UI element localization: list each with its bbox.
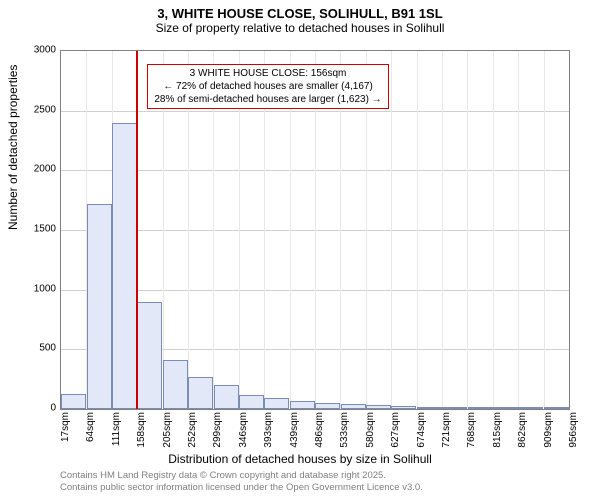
y-tick-label: 2000: [16, 164, 56, 175]
gridline-v: [442, 51, 443, 409]
y-tick-label: 3000: [16, 45, 56, 56]
marker-line: [136, 51, 138, 409]
x-tick-label: 299sqm: [212, 412, 223, 452]
x-tick-label: 768sqm: [466, 412, 477, 452]
gridline-v: [417, 51, 418, 409]
footer-attribution: Contains HM Land Registry data © Crown c…: [60, 470, 423, 494]
histogram-bar: [239, 395, 264, 409]
x-tick-label: 627sqm: [390, 412, 401, 452]
page-subtitle: Size of property relative to detached ho…: [0, 21, 600, 35]
histogram-bar: [442, 407, 467, 409]
histogram-bar: [137, 302, 162, 409]
y-tick-label: 1500: [16, 224, 56, 235]
histogram-bar: [214, 385, 239, 409]
histogram-bar: [315, 403, 340, 409]
histogram-bar: [366, 405, 391, 409]
page-title: 3, WHITE HOUSE CLOSE, SOLIHULL, B91 1SL: [0, 6, 600, 21]
x-tick-label: 17sqm: [60, 412, 71, 452]
annotation-line: ← 72% of detached houses are smaller (4,…: [154, 80, 381, 93]
histogram-bar: [87, 204, 112, 409]
histogram-bar: [518, 407, 543, 409]
histogram-bar: [264, 398, 289, 409]
annotation-box: 3 WHITE HOUSE CLOSE: 156sqm← 72% of deta…: [147, 64, 388, 109]
x-tick-label: 205sqm: [162, 412, 173, 452]
histogram-bar: [544, 407, 569, 409]
x-tick-label: 580sqm: [365, 412, 376, 452]
x-tick-label: 111sqm: [111, 412, 122, 452]
histogram-bar: [341, 404, 366, 409]
histogram-bar: [163, 360, 188, 409]
annotation-line: 28% of semi-detached houses are larger (…: [154, 93, 381, 106]
chart-plot-area: 3 WHITE HOUSE CLOSE: 156sqm← 72% of deta…: [60, 50, 570, 410]
histogram-bar: [188, 377, 213, 409]
x-tick-label: 486sqm: [314, 412, 325, 452]
x-tick-label: 815sqm: [492, 412, 503, 452]
histogram-bar: [391, 406, 416, 409]
x-tick-label: 721sqm: [441, 412, 452, 452]
histogram-bar: [290, 401, 315, 409]
y-tick-label: 500: [16, 343, 56, 354]
gridline-v: [518, 51, 519, 409]
x-tick-label: 346sqm: [238, 412, 249, 452]
y-tick-label: 1000: [16, 283, 56, 294]
footer-line: Contains public sector information licen…: [60, 482, 423, 494]
x-tick-label: 64sqm: [85, 412, 96, 452]
x-tick-label: 909sqm: [543, 412, 554, 452]
histogram-bar: [61, 394, 86, 410]
x-axis-title: Distribution of detached houses by size …: [0, 452, 600, 466]
gridline-v: [391, 51, 392, 409]
gridline-v: [467, 51, 468, 409]
x-tick-label: 439sqm: [289, 412, 300, 452]
gridline-v: [493, 51, 494, 409]
histogram-bar: [112, 123, 137, 409]
x-tick-label: 393sqm: [263, 412, 274, 452]
x-tick-label: 158sqm: [136, 412, 147, 452]
x-tick-label: 956sqm: [568, 412, 579, 452]
histogram-bar: [493, 407, 518, 409]
histogram-bar: [468, 407, 493, 409]
x-tick-label: 862sqm: [517, 412, 528, 452]
gridline-v: [544, 51, 545, 409]
histogram-bar: [417, 407, 442, 409]
y-tick-label: 0: [16, 403, 56, 414]
y-tick-label: 2500: [16, 104, 56, 115]
x-tick-label: 533sqm: [339, 412, 350, 452]
x-tick-label: 252sqm: [187, 412, 198, 452]
footer-line: Contains HM Land Registry data © Crown c…: [60, 470, 423, 482]
x-tick-label: 674sqm: [416, 412, 427, 452]
y-axis-title: Number of detached properties: [6, 65, 20, 230]
annotation-line: 3 WHITE HOUSE CLOSE: 156sqm: [154, 67, 381, 80]
